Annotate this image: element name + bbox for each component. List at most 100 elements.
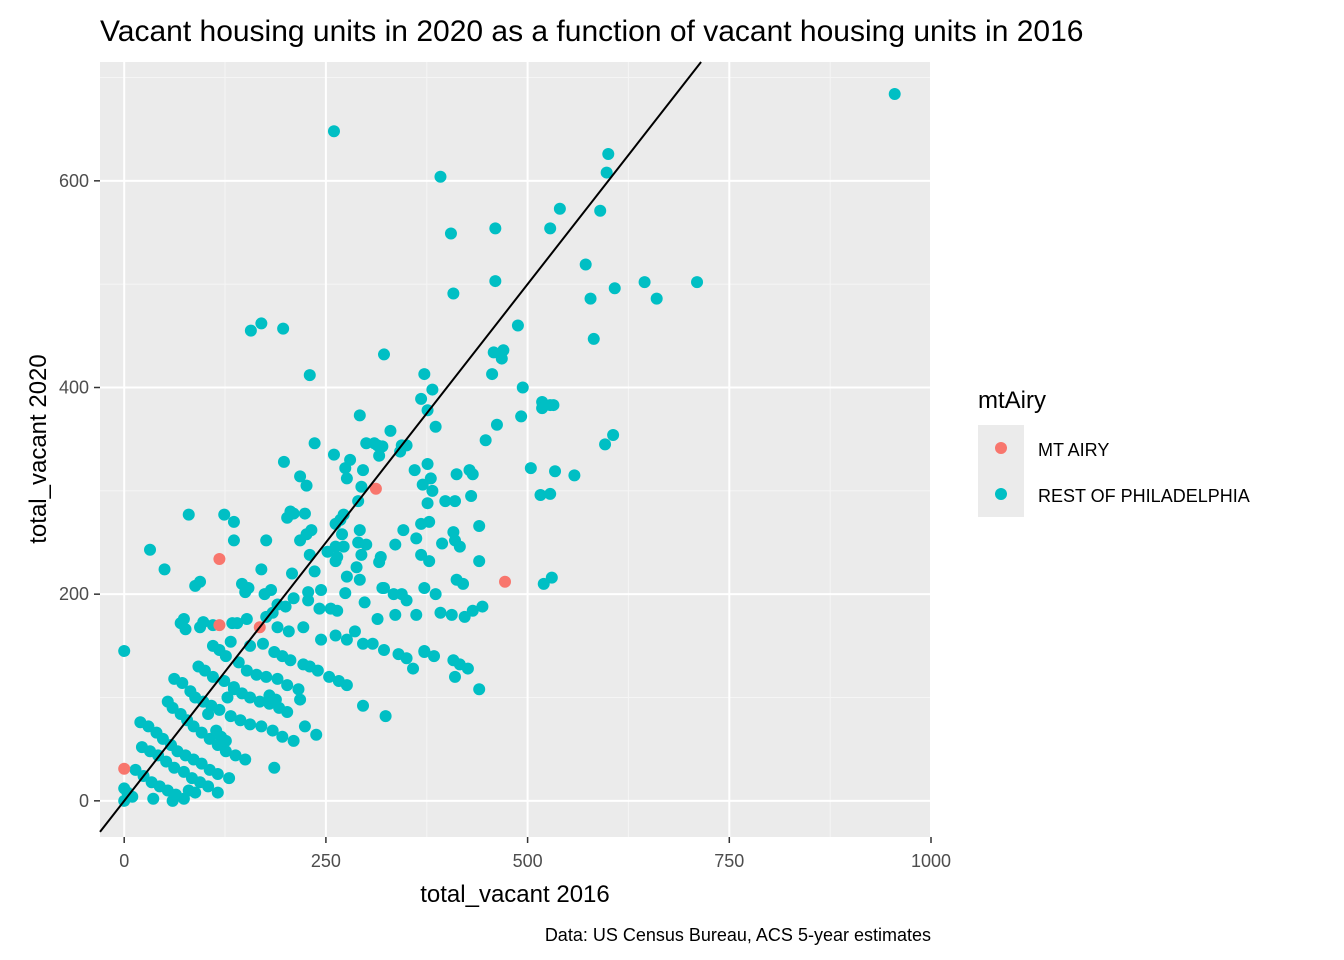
chart-title: Vacant housing units in 2020 as a functi… [100, 15, 1083, 48]
point-rest-of-philadelphia [331, 604, 344, 617]
point-rest-of-philadelphia [410, 532, 423, 545]
point-rest-of-philadelphia [444, 227, 457, 240]
point-rest-of-philadelphia [350, 561, 363, 574]
point-rest-of-philadelphia [421, 457, 434, 470]
point-mt-airy [499, 575, 512, 588]
point-rest-of-philadelphia [461, 662, 474, 675]
point-rest-of-philadelphia [311, 664, 324, 677]
chart-caption: Data: US Census Bureau, ACS 5-year estim… [545, 925, 931, 945]
x-axis-ticks: 0 250 500 750 1000 [119, 837, 951, 871]
point-rest-of-philadelphia [266, 724, 279, 737]
point-rest-of-philadelphia [377, 643, 390, 656]
point-rest-of-philadelphia [168, 761, 181, 774]
point-rest-of-philadelphia [418, 368, 431, 381]
point-rest-of-philadelphia [294, 470, 307, 483]
point-rest-of-philadelphia [377, 348, 390, 361]
point-rest-of-philadelphia [450, 468, 463, 481]
point-rest-of-philadelphia [202, 708, 215, 721]
point-rest-of-philadelphia [255, 563, 268, 576]
point-rest-of-philadelphia [281, 705, 294, 718]
point-rest-of-philadelphia [584, 292, 597, 305]
point-rest-of-philadelphia [294, 693, 307, 706]
point-rest-of-philadelphia [515, 410, 528, 423]
point-rest-of-philadelphia [323, 670, 336, 683]
point-rest-of-philadelphia [579, 258, 592, 271]
point-rest-of-philadelphia [240, 612, 253, 625]
point-rest-of-philadelphia [258, 588, 271, 601]
point-rest-of-philadelphia [423, 515, 436, 528]
point-rest-of-philadelphia [197, 616, 210, 629]
point-rest-of-philadelphia [268, 761, 281, 774]
point-rest-of-philadelphia [594, 204, 607, 217]
x-tick-label: 1000 [911, 851, 951, 871]
point-rest-of-philadelphia [329, 555, 342, 568]
point-rest-of-philadelphia [279, 600, 292, 613]
point-rest-of-philadelphia [255, 317, 268, 330]
point-rest-of-philadelphia [534, 488, 547, 501]
point-rest-of-philadelphia [182, 508, 195, 521]
point-rest-of-philadelphia [277, 322, 290, 335]
legend-marker-rest-of-philadelphia [995, 488, 1007, 500]
point-rest-of-philadelphia [313, 602, 326, 615]
point-rest-of-philadelphia [544, 222, 557, 235]
point-rest-of-philadelphia [599, 438, 612, 451]
point-rest-of-philadelphia [450, 573, 463, 586]
point-rest-of-philadelphia [276, 730, 289, 743]
point-rest-of-philadelphia [473, 519, 486, 532]
point-rest-of-philadelphia [194, 575, 207, 588]
point-rest-of-philadelphia [511, 319, 524, 332]
point-rest-of-philadelphia [219, 745, 232, 758]
point-rest-of-philadelphia [227, 515, 240, 528]
point-rest-of-philadelphia [691, 276, 704, 289]
point-rest-of-philadelphia [600, 166, 613, 179]
point-rest-of-philadelphia [476, 600, 489, 613]
point-rest-of-philadelphia [240, 664, 253, 677]
point-rest-of-philadelphia [489, 222, 502, 235]
point-rest-of-philadelphia [348, 625, 361, 638]
y-tick-label: 600 [59, 171, 89, 191]
point-rest-of-philadelphia [547, 399, 560, 412]
point-rest-of-philadelphia [227, 681, 240, 694]
point-rest-of-philadelphia [466, 604, 479, 617]
point-rest-of-philadelphia [310, 728, 323, 741]
point-rest-of-philadelphia [302, 594, 315, 607]
point-rest-of-philadelphia [176, 677, 189, 690]
point-rest-of-philadelphia [118, 645, 131, 657]
point-rest-of-philadelphia [549, 465, 562, 478]
point-rest-of-philadelphia [177, 612, 190, 625]
point-rest-of-philadelphia [373, 449, 386, 462]
point-rest-of-philadelphia [536, 402, 549, 415]
point-rest-of-philadelphia [448, 495, 461, 508]
point-rest-of-philadelphia [239, 586, 252, 599]
point-rest-of-philadelphia [147, 792, 160, 805]
point-rest-of-philadelphia [373, 556, 386, 569]
y-tick-label: 200 [59, 584, 89, 604]
point-rest-of-philadelphia [158, 563, 171, 576]
point-rest-of-philadelphia [353, 409, 366, 422]
point-rest-of-philadelphia [650, 292, 663, 305]
point-rest-of-philadelphia [358, 596, 371, 609]
point-rest-of-philadelphia [490, 418, 503, 431]
y-tick-label: 0 [79, 791, 89, 811]
point-rest-of-philadelphia [300, 479, 313, 492]
point-rest-of-philadelphia [384, 424, 397, 437]
point-rest-of-philadelphia [224, 635, 237, 648]
point-rest-of-philadelphia [292, 683, 305, 696]
point-rest-of-philadelphia [286, 567, 299, 580]
point-rest-of-philadelphia [607, 429, 620, 442]
point-rest-of-philadelphia [206, 670, 219, 683]
point-rest-of-philadelphia [234, 714, 247, 727]
point-rest-of-philadelphia [297, 621, 310, 634]
point-rest-of-philadelphia [439, 495, 452, 508]
x-axis-title: total_vacant 2016 [420, 881, 609, 908]
point-rest-of-philadelphia [357, 637, 370, 650]
point-rest-of-philadelphia [448, 670, 461, 683]
legend-marker-mt-airy [995, 442, 1007, 454]
point-rest-of-philadelphia [418, 581, 431, 594]
point-rest-of-philadelphia [298, 720, 311, 733]
point-rest-of-philadelphia [336, 528, 349, 541]
point-rest-of-philadelphia [353, 524, 366, 537]
point-rest-of-philadelphia [287, 592, 300, 605]
point-rest-of-philadelphia [400, 594, 413, 607]
point-rest-of-philadelphia [418, 645, 431, 657]
